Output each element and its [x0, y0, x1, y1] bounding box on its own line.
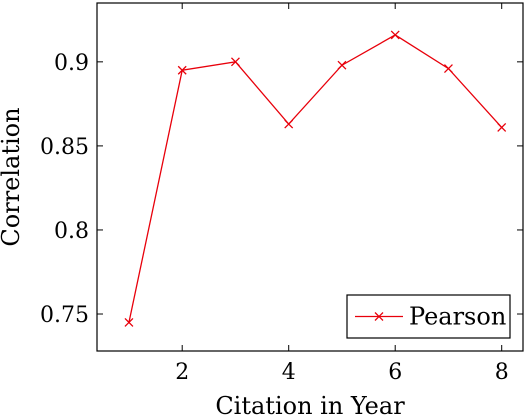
- data-point-marker: [497, 122, 507, 132]
- legend: Pearson: [346, 294, 511, 339]
- legend-entry-pearson: Pearson: [409, 303, 506, 331]
- data-point-marker: [443, 64, 453, 74]
- y-tick-label: 0.8: [54, 219, 89, 244]
- legend-x-marker: [374, 312, 384, 321]
- data-point-marker: [124, 317, 134, 327]
- y-tick-label: 0.85: [40, 135, 89, 160]
- x-tick-label: 6: [388, 360, 402, 385]
- data-point-marker: [390, 30, 400, 40]
- y-axis-ticks: 0.75 0.8 0.85 0.9: [40, 51, 523, 328]
- x-axis-ticks: 2 4 6 8: [175, 3, 509, 385]
- y-tick-label: 0.9: [54, 51, 89, 76]
- legend-marker-glyph: [374, 312, 384, 321]
- plot-area-frame: [96, 2, 524, 352]
- series-layer: [124, 30, 507, 327]
- series-line-pearson: [128, 34, 503, 323]
- data-point-marker: [284, 119, 294, 129]
- x-tick-label: 2: [175, 360, 189, 385]
- data-point-marker: [337, 60, 347, 70]
- x-axis-label: Citation in Year: [215, 392, 405, 418]
- x-tick-label: 4: [282, 360, 296, 385]
- data-point-marker: [177, 65, 187, 75]
- data-point-marker: [230, 57, 240, 67]
- y-axis-label: Correlation: [0, 107, 25, 246]
- x-tick-label: 8: [495, 360, 509, 385]
- y-tick-label: 0.75: [40, 303, 89, 328]
